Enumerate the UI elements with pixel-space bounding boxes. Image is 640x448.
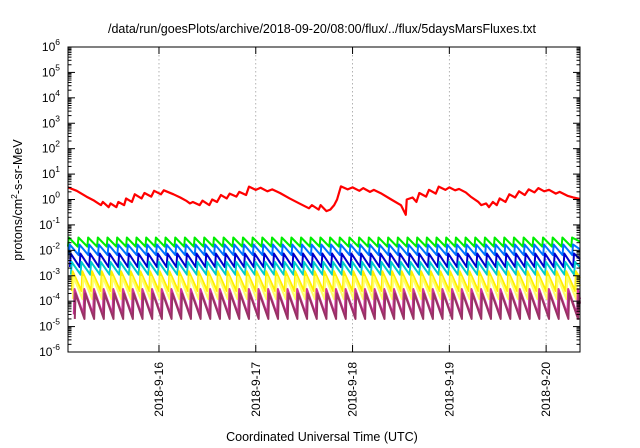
y-tick-label: 10-6 — [39, 342, 60, 359]
series-line-2 — [67, 243, 581, 257]
y-axis-label: protons/cm2-s-sr-MeV — [9, 139, 25, 261]
x-tick-label: 2018-9-19 — [442, 362, 456, 417]
y-tick-label: 10-4 — [39, 291, 60, 308]
y-tick-label: 10-1 — [39, 215, 60, 232]
series-line-3 — [68, 252, 581, 269]
series-line-8 — [73, 292, 581, 320]
series-line-6 — [71, 275, 581, 301]
y-tick-label: 106 — [42, 37, 60, 54]
chart-title: /data/run/goesPlots/archive/2018-09-20/0… — [108, 22, 537, 36]
grid — [158, 47, 547, 352]
y-tick-label: 104 — [42, 88, 60, 105]
y-tick-label: 103 — [42, 113, 60, 130]
y-tick-label: 102 — [42, 139, 60, 156]
y-tick-label: 10-2 — [39, 240, 60, 257]
x-tick-label: 2018-9-16 — [152, 362, 166, 417]
y-tick-label: 10-5 — [39, 317, 60, 334]
series-line-0 — [67, 185, 581, 216]
series-line-5 — [70, 270, 581, 293]
x-axis-label: Coordinated Universal Time (UTC) — [226, 430, 418, 444]
data-series — [67, 185, 581, 320]
x-tick-label: 2018-9-18 — [346, 362, 360, 417]
x-tick-label: 2018-9-17 — [249, 362, 263, 417]
series-line-1 — [67, 236, 581, 248]
x-tick-label: 2018-9-20 — [539, 362, 553, 417]
y-axis-label-pre: protons/cm — [11, 199, 25, 261]
axis-ticks: 106 105 104 103 102 101 100 10-1 10-2 10-3 10-4 10-… — [39, 37, 580, 417]
y-tick-label: 105 — [42, 62, 60, 79]
y-tick-label: 10-3 — [39, 266, 60, 283]
y-tick-label: 100 — [42, 190, 60, 207]
y-tick-label: 101 — [42, 164, 60, 181]
series-line-4 — [69, 260, 581, 276]
y-axis-label-sup: 2 — [9, 194, 19, 199]
y-axis-label-post: -s-sr-MeV — [11, 139, 25, 195]
